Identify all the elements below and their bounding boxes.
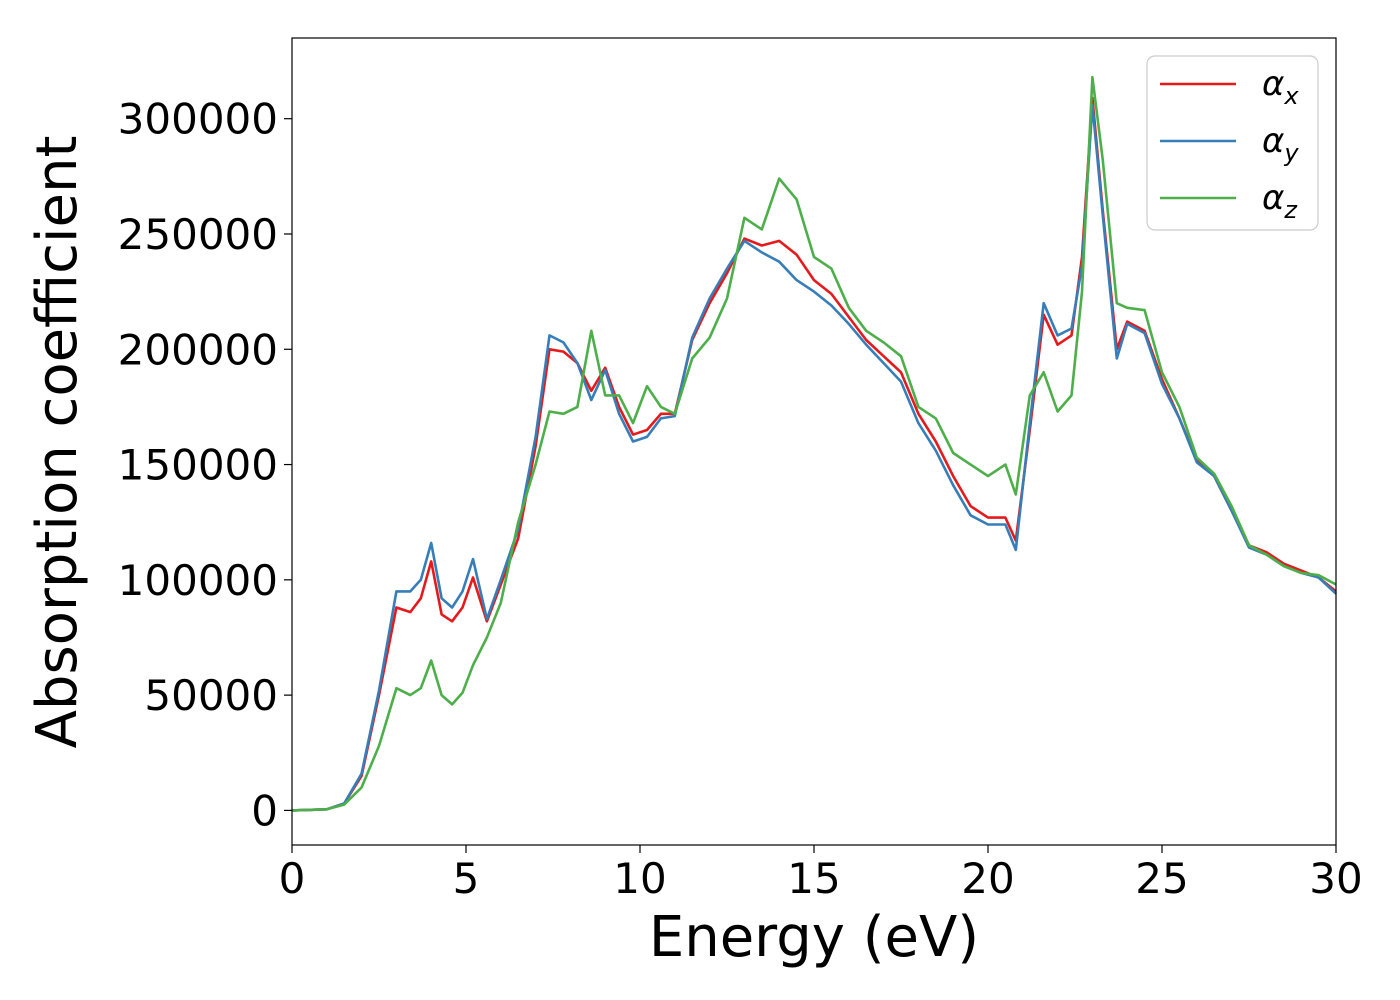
y-tick-label: 200000 bbox=[118, 325, 278, 374]
y-tick-label: 150000 bbox=[118, 441, 278, 490]
y-axis: 0 50000 100000 150000 200000 250000 300000 bbox=[118, 95, 292, 835]
y-tick-label: 300000 bbox=[118, 95, 278, 144]
x-tick-label: 10 bbox=[613, 854, 666, 903]
series-line-z bbox=[291, 75, 1337, 812]
x-axis: 0 5 10 15 20 25 30 bbox=[279, 845, 1363, 903]
series-line-x bbox=[291, 96, 1337, 812]
x-tick-label: 5 bbox=[453, 854, 480, 903]
legend-label-y: αy bbox=[1262, 121, 1299, 167]
x-tick-label: 30 bbox=[1309, 854, 1362, 903]
x-axis-title: Energy (eV) bbox=[649, 905, 979, 970]
x-tick-label: 0 bbox=[279, 854, 306, 903]
legend-label-z: αz bbox=[1262, 178, 1298, 224]
x-tick-label: 20 bbox=[961, 854, 1014, 903]
x-tick-label: 15 bbox=[787, 854, 840, 903]
y-tick-label: 100000 bbox=[118, 556, 278, 605]
y-axis-title: Absorption coefficient bbox=[25, 136, 90, 749]
series-line-y bbox=[291, 103, 1337, 812]
y-tick-label: 50000 bbox=[144, 671, 278, 720]
legend-box bbox=[1146, 55, 1319, 231]
x-tick-label: 25 bbox=[1135, 854, 1188, 903]
y-tick-label: 0 bbox=[251, 786, 278, 835]
legend: αx αy αz bbox=[1146, 55, 1319, 231]
legend-label-x: αx bbox=[1262, 64, 1299, 110]
y-tick-label: 250000 bbox=[118, 210, 278, 259]
series-layer bbox=[291, 75, 1337, 812]
